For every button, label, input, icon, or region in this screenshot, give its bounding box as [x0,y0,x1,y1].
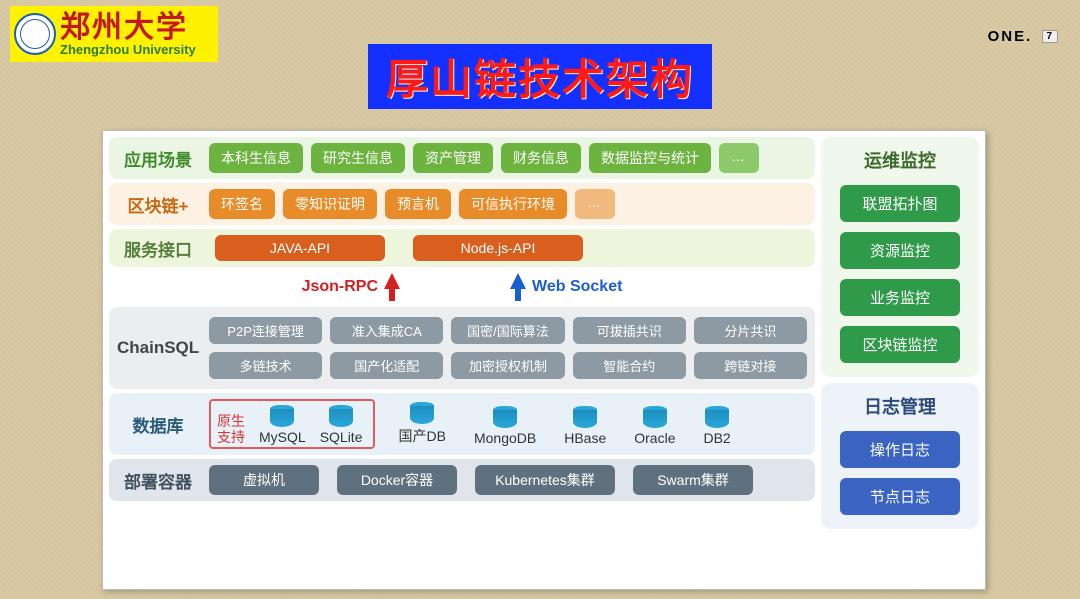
panel-item: 联盟拓扑图 [840,185,960,222]
db-name: 国产DB [399,426,446,446]
panel-ops-monitor: 运维监控 联盟拓扑图 资源监控 业务监控 区块链监控 [821,137,979,377]
db-name: MySQL [259,429,306,445]
architecture-left-column: 应用场景 本科生信息 研究生信息 资产管理 财务信息 数据监控与统计 … 区块链… [109,137,815,583]
db-name: Oracle [634,430,675,446]
database-icon [705,406,729,428]
architecture-right-column: 运维监控 联盟拓扑图 资源监控 业务监控 区块链监控 日志管理 操作日志 节点日… [821,137,979,583]
chip: 财务信息 [501,143,581,173]
logo-chinese: 郑州大学 [60,13,196,43]
database-icon [270,405,294,427]
row-label: 部署容器 [117,468,199,493]
chip: 资产管理 [413,143,493,173]
panel-title: 运维监控 [864,147,936,173]
logo-english: Zhengzhou University [60,43,196,56]
chip: P2P连接管理 [209,317,322,344]
arrow-label-jsonrpc: Json-RPC [302,278,378,296]
chip-more: … [575,189,615,219]
row-deploy-container: 部署容器 虚拟机 Docker容器 Kubernetes集群 Swarm集群 [109,459,815,501]
chip: JAVA-API [215,235,385,261]
chip: Node.js-API [413,235,583,261]
one-text: ONE. [988,28,1033,45]
chip: 分片共识 [694,317,807,344]
panel-item: 操作日志 [840,431,960,468]
chip: 跨链对接 [694,352,807,379]
chip: 国密/国际算法 [451,317,564,344]
db-name: DB2 [703,430,730,446]
architecture-diagram: 应用场景 本科生信息 研究生信息 资产管理 财务信息 数据监控与统计 … 区块链… [102,130,986,590]
panel-log-management: 日志管理 操作日志 节点日志 [821,383,979,529]
chip: Docker容器 [337,465,457,495]
row-chainsql: ChainSQL P2P连接管理 准入集成CA 国密/国际算法 可拔插共识 分片… [109,307,815,389]
chip: 零知识证明 [283,189,377,219]
panel-item: 节点日志 [840,478,960,515]
native-support-box: 原生 支持 MySQL SQLite [209,399,375,449]
database-icon [643,406,667,428]
chip: 准入集成CA [330,317,443,344]
arrow-up-icon [384,273,400,301]
native-label-1: 原生 [217,414,245,429]
arrow-up-icon [510,273,526,301]
logo-seal-icon [14,13,56,55]
row-label: 服务接口 [117,236,199,261]
chip: Kubernetes集群 [475,465,615,495]
arrow-label-websocket: Web Socket [532,278,622,296]
chip: 智能合约 [573,352,686,379]
slide-title-band: 厚山链技术架构 [368,44,712,109]
database-icon [573,406,597,428]
row-label: ChainSQL [117,338,199,358]
row-label: 数据库 [117,412,199,437]
db-name: MongoDB [474,430,536,446]
panel-title: 日志管理 [864,393,936,419]
chip: 多链技术 [209,352,322,379]
row-service-api: 服务接口 JAVA-API Node.js-API [109,229,815,267]
slide-title: 厚山链技术架构 [386,58,694,104]
chip: 研究生信息 [311,143,405,173]
university-logo: 郑州大学 Zhengzhou University [10,6,218,62]
row-label: 应用场景 [117,146,199,171]
row-application-scenarios: 应用场景 本科生信息 研究生信息 资产管理 财务信息 数据监控与统计 … [109,137,815,179]
database-icon [410,402,434,424]
chip: 可信执行环境 [459,189,567,219]
database-icon [329,405,353,427]
chip: 国产化适配 [330,352,443,379]
db-name: SQLite [320,429,363,445]
database-icon [493,406,517,428]
chip: 数据监控与统计 [589,143,711,173]
panel-item: 资源监控 [840,232,960,269]
chip: 环签名 [209,189,275,219]
panel-item: 区块链监控 [840,326,960,363]
chip: Swarm集群 [633,465,753,495]
protocol-arrows: Json-RPC Web Socket [109,271,815,303]
chip: 加密授权机制 [451,352,564,379]
native-label-2: 支持 [217,430,245,445]
chip-more: … [719,143,759,173]
chip: 预言机 [385,189,451,219]
slide-number: 7 [1042,30,1058,43]
row-blockchain-plus: 区块链+ 环签名 零知识证明 预言机 可信执行环境 … [109,183,815,225]
row-database: 数据库 原生 支持 MySQL SQLite 国产DB MongoDB HBas… [109,393,815,455]
db-name: HBase [564,430,606,446]
chip: 本科生信息 [209,143,303,173]
row-label: 区块链+ [117,192,199,217]
slide-section-label: ONE. 7 [988,28,1058,45]
chip: 虚拟机 [209,465,319,495]
chip: 可拔插共识 [573,317,686,344]
panel-item: 业务监控 [840,279,960,316]
